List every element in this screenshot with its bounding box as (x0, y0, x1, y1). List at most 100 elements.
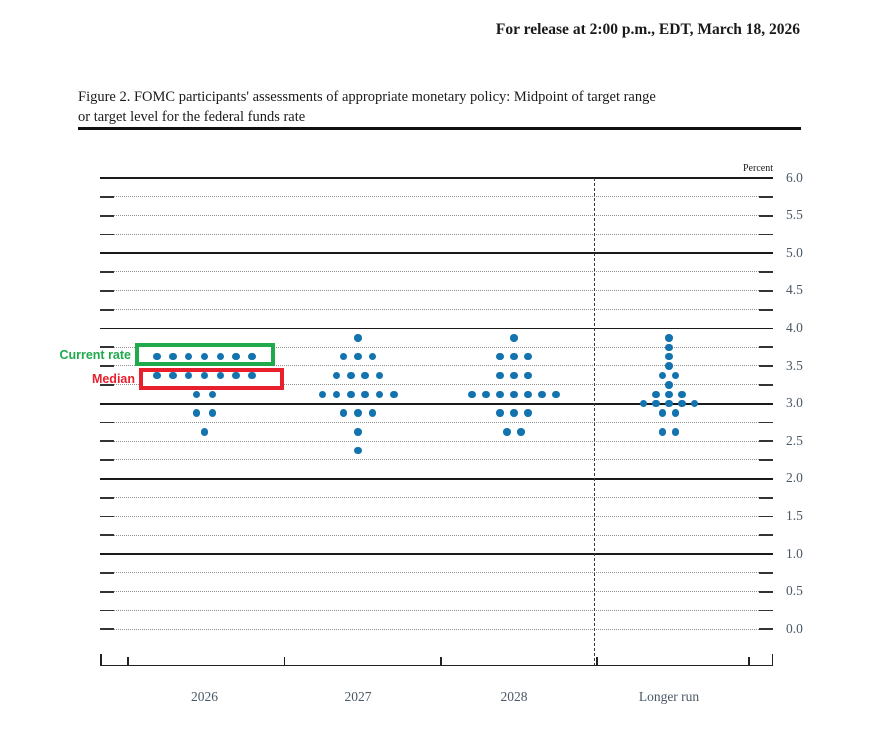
gridline-solid-4.00 (100, 327, 773, 330)
gridline-left-tick (100, 233, 114, 236)
projection-dot (208, 409, 217, 417)
projection-dot (153, 352, 161, 361)
projection-dot (169, 352, 177, 361)
y-axis-label: 0.0 (786, 620, 803, 636)
gridline-dotted-4.25 (114, 308, 759, 310)
gridline-dotted-1.50 (114, 515, 759, 517)
gridline-left-tick (100, 271, 114, 273)
projection-dot (347, 390, 355, 399)
projection-dot (361, 371, 369, 380)
projection-dot (671, 371, 680, 380)
gridline-dotted-3.75 (114, 346, 759, 348)
projection-dot (375, 371, 384, 380)
projection-dot (354, 334, 362, 342)
gridline-dotted-0.00 (114, 628, 759, 630)
gridline-left-tick (100, 365, 114, 367)
projection-dot (665, 362, 673, 370)
projection-dot (665, 390, 673, 399)
y-axis-label: 4.5 (786, 282, 803, 298)
x-axis-tick (771, 654, 774, 667)
y-axis-unit-label: Percent (743, 163, 773, 174)
gridline-solid-3.00 (100, 402, 773, 405)
projection-dot (690, 399, 699, 408)
projection-dot (153, 371, 161, 380)
projection-dot (368, 409, 377, 417)
gridline-solid-2.00 (100, 478, 773, 480)
projection-dot (538, 390, 546, 399)
projection-dot (468, 390, 476, 399)
projection-dot (354, 446, 362, 455)
gridline-left-tick (100, 628, 114, 631)
x-axis-label-2028: 2028 (500, 689, 528, 704)
projection-dot (339, 409, 348, 417)
y-axis-label: 3.5 (786, 357, 803, 373)
projection-dot (375, 390, 384, 399)
gridline-left-tick (100, 496, 114, 499)
gridline-dotted-5.75 (114, 196, 759, 198)
title-rule (78, 127, 801, 130)
gridline-right-tick (759, 609, 773, 612)
projection-dot (496, 371, 504, 380)
projection-dot (510, 352, 518, 361)
gridline-dotted-4.50 (114, 290, 759, 292)
projection-dot (354, 409, 362, 417)
projection-dot (671, 428, 680, 436)
projection-dot (665, 399, 673, 408)
projection-dot (332, 371, 341, 380)
gridline-dotted-1.75 (114, 496, 759, 498)
gridline-right-tick (759, 515, 773, 518)
projection-dot (332, 390, 341, 399)
gridline-right-tick (759, 365, 773, 367)
projection-dot (390, 390, 398, 399)
gridline-right-tick (759, 534, 773, 537)
x-axis-tick (100, 654, 102, 667)
longer-run-separator-line (594, 178, 595, 667)
y-axis-label: 0.5 (786, 583, 803, 599)
gridline-solid-1.00 (100, 553, 773, 555)
projection-dot (639, 399, 648, 408)
gridline-right-tick (759, 271, 773, 273)
gridline-left-tick (100, 459, 114, 461)
gridline-dotted-4.75 (114, 271, 759, 273)
projection-dot (678, 399, 686, 408)
gridline-left-tick (100, 609, 114, 612)
gridline-left-tick (100, 214, 114, 217)
current-rate-label: Current rate (59, 347, 131, 362)
gridline-right-tick (759, 496, 773, 499)
x-axis-tick (596, 657, 598, 667)
projection-dot (354, 352, 362, 361)
projection-dot (482, 390, 490, 399)
projection-dot (510, 409, 518, 417)
projection-dot (665, 334, 673, 342)
gridline-left-tick (100, 590, 114, 593)
x-axis-tick (748, 657, 750, 667)
y-axis-label: 5.5 (786, 207, 803, 223)
projection-dot (665, 352, 673, 361)
projection-dot (192, 390, 201, 399)
gridline-left-tick (100, 346, 114, 349)
gridline-right-tick (759, 290, 773, 292)
projection-dot (184, 371, 193, 380)
projection-dot (169, 371, 177, 380)
projection-dot (496, 390, 504, 399)
projection-dot (248, 371, 256, 380)
projection-dot (652, 399, 660, 408)
release-line: For release at 2:00 p.m., EDT, March 18,… (495, 21, 800, 38)
y-axis-label: 2.5 (786, 432, 803, 448)
projection-dot (503, 428, 511, 436)
projection-dot (658, 428, 667, 436)
projection-dot (658, 371, 667, 380)
y-axis-label: 5.0 (786, 244, 803, 260)
figure-title-line1: Figure 2. FOMC participants' assessments… (78, 89, 656, 105)
gridline-left-tick (100, 290, 114, 292)
projection-dot (318, 390, 326, 399)
gridline-right-tick (759, 384, 773, 386)
projection-dot (200, 352, 209, 361)
gridline-right-tick (759, 459, 773, 461)
projection-dot (524, 352, 532, 361)
gridline-left-tick (100, 572, 114, 574)
figure-title-line2: or target level for the federal funds ra… (78, 109, 306, 125)
median-box (139, 367, 284, 391)
gridline-dotted-3.50 (114, 365, 759, 367)
projection-dot (184, 352, 193, 361)
